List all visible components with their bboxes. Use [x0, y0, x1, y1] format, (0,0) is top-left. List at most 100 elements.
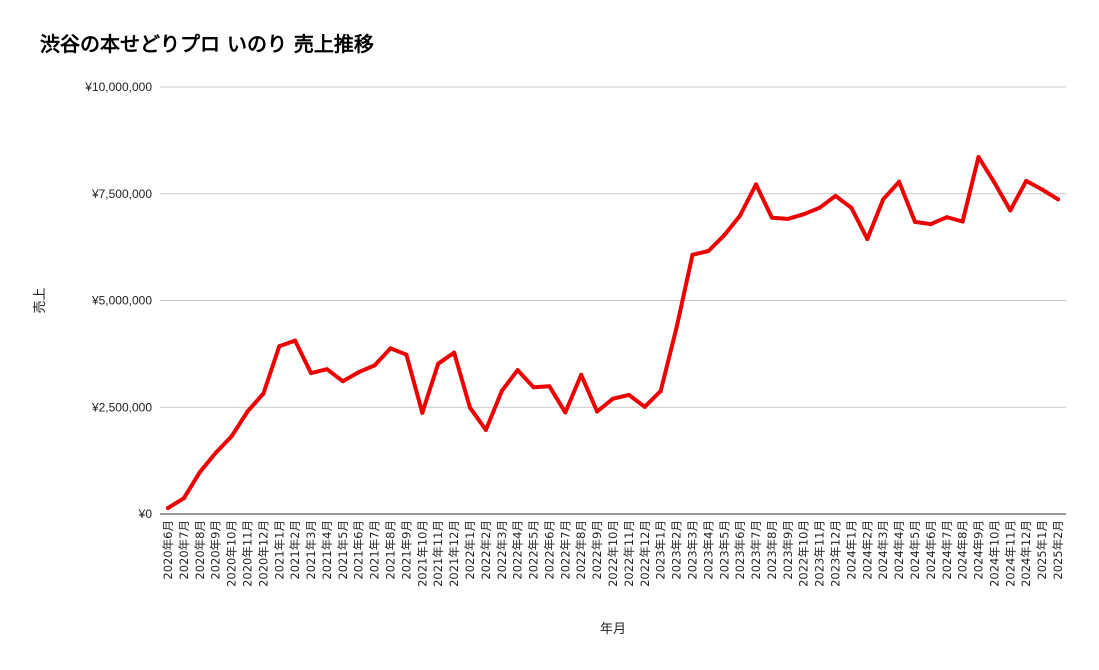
- x-tick-label: 2021年8月: [384, 520, 398, 580]
- data-point: [245, 409, 250, 414]
- y-axis-label: 売上: [32, 287, 48, 313]
- x-tick-label: 2021年12月: [447, 520, 461, 587]
- data-point: [547, 384, 552, 389]
- x-axis-ticks: 2020年6月 2020年7月 2020年8月 2020年9月 2020年10月 2020…: [161, 520, 1065, 587]
- data-point: [881, 197, 886, 202]
- x-tick-label: 2021年9月: [399, 520, 413, 580]
- data-point: [404, 352, 409, 357]
- x-tick-label: 2023年1月: [654, 520, 668, 580]
- series-line: [166, 155, 1060, 510]
- data-point: [801, 212, 806, 217]
- data-point: [976, 155, 981, 160]
- y-tick-label: ¥0: [138, 507, 153, 521]
- data-point: [674, 325, 679, 330]
- x-tick-label: 2022年6月: [542, 520, 556, 580]
- data-point: [1040, 187, 1045, 192]
- x-tick-label: 2024年4月: [892, 520, 906, 580]
- x-tick-label: 2020年10月: [225, 520, 239, 587]
- x-axis-label: 年月: [600, 622, 626, 637]
- data-point: [928, 222, 933, 227]
- x-tick-label: 2024年2月: [860, 520, 874, 580]
- data-point: [356, 370, 361, 375]
- data-point: [483, 427, 488, 432]
- x-tick-label: 2024年10月: [987, 520, 1001, 587]
- data-point: [785, 216, 790, 221]
- x-tick-label: 2023年12月: [829, 520, 843, 587]
- x-tick-label: 2022年9月: [590, 520, 604, 580]
- x-tick-label: 2023年11月: [813, 520, 827, 587]
- data-point: [722, 233, 727, 238]
- data-point: [309, 371, 314, 376]
- x-tick-label: 2021年5月: [336, 520, 350, 580]
- data-point: [865, 237, 870, 242]
- data-point: [563, 410, 568, 415]
- x-tick-label: 2024年12月: [1019, 520, 1033, 587]
- data-point: [595, 409, 600, 414]
- gridlines: [160, 86, 1066, 408]
- data-point: [960, 219, 965, 224]
- data-point: [324, 367, 329, 372]
- chart-title: 渋谷の本せどりプロ いのり 売上推移: [40, 32, 374, 56]
- data-point: [1056, 197, 1060, 202]
- x-tick-label: 2023年6月: [733, 520, 747, 580]
- x-tick-label: 2022年12月: [638, 520, 652, 587]
- data-point: [754, 182, 759, 187]
- x-tick-label: 2023年8月: [765, 520, 779, 580]
- data-point: [769, 215, 774, 220]
- x-tick-label: 2022年5月: [527, 520, 541, 580]
- x-tick-label: 2023年9月: [781, 520, 795, 580]
- x-tick-label: 2022年11月: [622, 520, 636, 587]
- data-point: [388, 346, 393, 351]
- x-tick-label: 2022年3月: [495, 520, 509, 580]
- y-tick-label: ¥5,000,000: [91, 294, 152, 308]
- data-point: [690, 252, 695, 257]
- x-tick-label: 2021年7月: [368, 520, 382, 580]
- data-point: [340, 379, 345, 384]
- x-tick-label: 2022年1月: [463, 520, 477, 580]
- x-tick-label: 2024年11月: [1003, 520, 1017, 587]
- data-point: [229, 434, 234, 439]
- data-point: [642, 404, 647, 409]
- y-tick-label: ¥2,500,000: [91, 400, 152, 414]
- data-point: [293, 338, 298, 343]
- x-tick-label: 2022年10月: [797, 520, 811, 587]
- x-tick-label: 2021年10月: [415, 520, 429, 587]
- x-tick-label: 2023年5月: [717, 520, 731, 580]
- data-point: [912, 219, 917, 224]
- data-point: [1024, 178, 1029, 183]
- x-tick-label: 2022年8月: [574, 520, 588, 580]
- data-point: [658, 389, 663, 394]
- series-points: [166, 155, 1060, 511]
- data-point: [611, 396, 615, 401]
- x-tick-label: 2020年6月: [161, 520, 175, 580]
- data-point: [817, 205, 822, 210]
- x-tick-label: 2024年1月: [844, 520, 858, 580]
- data-point: [213, 450, 218, 455]
- data-point: [277, 344, 282, 349]
- x-tick-label: 2020年11月: [240, 520, 254, 587]
- data-point: [992, 180, 997, 185]
- x-tick-label: 2022年10月: [606, 520, 620, 587]
- x-tick-label: 2024年3月: [876, 520, 890, 580]
- y-tick-label: ¥7,500,000: [91, 187, 152, 201]
- x-tick-label: 2022年4月: [511, 520, 525, 580]
- x-tick-label: 2024年5月: [908, 520, 922, 580]
- data-point: [897, 179, 902, 184]
- data-point: [197, 470, 202, 475]
- x-tick-label: 2023年3月: [685, 520, 699, 580]
- x-tick-label: 2021年2月: [288, 520, 302, 580]
- data-point: [261, 391, 266, 396]
- data-point: [626, 392, 631, 397]
- data-point: [531, 385, 536, 390]
- data-point: [467, 405, 472, 410]
- x-tick-label: 2020年8月: [193, 520, 207, 580]
- x-tick-label: 2023年2月: [670, 520, 684, 580]
- x-tick-label: 2021年3月: [304, 520, 318, 580]
- data-point: [849, 205, 854, 210]
- data-point: [706, 248, 711, 253]
- data-point: [833, 193, 838, 198]
- data-point: [436, 361, 441, 366]
- data-point: [738, 213, 743, 218]
- x-tick-label: 2021年6月: [352, 520, 366, 580]
- data-point: [1008, 208, 1013, 213]
